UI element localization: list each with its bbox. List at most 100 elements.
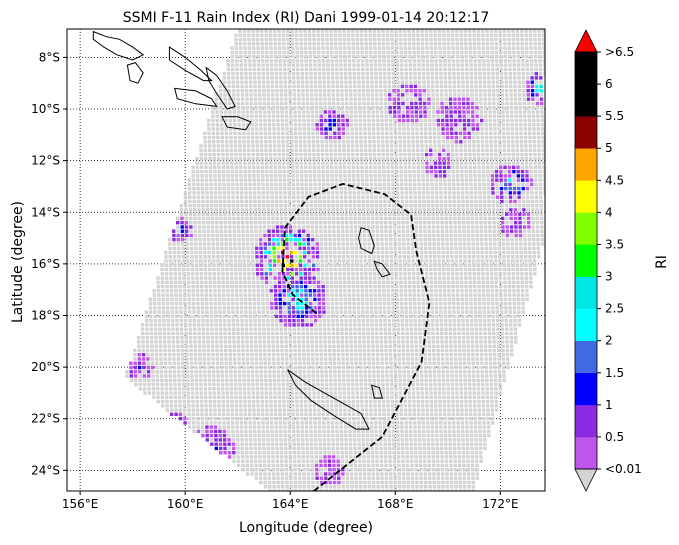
swath-pixel <box>456 425 460 429</box>
swath-pixel <box>199 276 204 280</box>
swath-pixel <box>300 293 304 297</box>
swath-pixel <box>444 442 448 446</box>
swath-pixel <box>354 485 359 489</box>
swath-pixel <box>279 446 283 451</box>
swath-pixel <box>215 221 219 225</box>
swath-pixel <box>391 429 396 434</box>
swath-pixel <box>214 331 219 336</box>
swath-pixel <box>382 297 386 302</box>
swath-pixel <box>245 225 249 229</box>
swath-pixel <box>469 421 473 425</box>
swath-pixel <box>315 357 319 361</box>
swath-pixel <box>306 353 310 357</box>
swath-pixel <box>512 293 516 297</box>
swath-pixel <box>282 408 286 412</box>
swath-pixel <box>301 336 305 340</box>
swath-pixel <box>254 459 258 463</box>
swath-pixel <box>362 225 366 229</box>
swath-pixel <box>503 289 507 293</box>
swath-pixel <box>205 301 209 306</box>
swath-pixel <box>503 297 508 302</box>
swath-pixel <box>325 395 329 399</box>
swath-pixel <box>422 442 426 446</box>
swath-pixel <box>374 306 378 310</box>
swath-pixel <box>406 365 411 370</box>
swath-pixel <box>486 297 490 302</box>
swath-pixel <box>272 485 276 489</box>
swath-pixel <box>371 463 375 468</box>
swath-pixel <box>440 229 445 233</box>
swath-pixel <box>288 451 292 455</box>
swath-pixel <box>263 255 268 259</box>
swath-pixel <box>434 408 438 412</box>
swath-pixel <box>376 480 380 485</box>
swath-pixel <box>254 472 258 476</box>
swath-pixel <box>440 344 444 348</box>
swath-pixel <box>300 319 305 323</box>
swath-pixel <box>307 272 312 276</box>
swath-pixel <box>498 272 502 276</box>
swath-pixel <box>359 382 363 387</box>
swath-pixel <box>283 433 287 438</box>
swath-pixel <box>319 348 323 353</box>
swath-pixel <box>370 310 374 314</box>
swath-pixel <box>336 455 340 459</box>
swath-pixel <box>191 412 196 416</box>
swath-pixel <box>322 438 327 442</box>
swath-pixel <box>376 357 380 361</box>
swath-pixel <box>418 336 422 340</box>
swath-pixel <box>408 421 413 425</box>
swath-pixel <box>479 344 483 348</box>
swath-pixel <box>445 472 449 476</box>
swath-pixel <box>158 336 162 340</box>
swath-pixel <box>346 263 350 267</box>
swath-pixel <box>178 284 182 289</box>
swath-pixel <box>219 348 224 353</box>
swath-pixel <box>159 348 163 353</box>
swath-pixel <box>237 229 241 233</box>
swath-pixel <box>176 238 180 242</box>
swath-pixel <box>354 476 358 480</box>
swath-pixel <box>411 259 415 263</box>
swath-pixel <box>182 408 187 412</box>
swath-pixel <box>211 361 215 365</box>
swath-pixel <box>217 408 221 412</box>
swath-pixel <box>458 489 463 491</box>
swath-pixel <box>384 340 388 344</box>
swath-pixel <box>340 225 345 229</box>
swath-pixel <box>472 382 476 387</box>
swath-pixel <box>401 229 406 233</box>
swath-pixel <box>416 395 420 399</box>
swath-pixel <box>407 374 411 378</box>
swath-pixel <box>349 463 353 468</box>
swath-pixel <box>389 485 393 489</box>
swath-pixel <box>513 327 517 331</box>
swath-pixel <box>446 399 451 404</box>
swath-pixel <box>347 297 352 302</box>
swath-pixel <box>377 399 381 404</box>
swath-pixel <box>194 378 199 382</box>
swath-pixel <box>294 370 298 374</box>
swath-pixel <box>430 310 434 314</box>
swath-pixel <box>523 233 527 238</box>
swath-pixel <box>231 314 235 319</box>
swath-pixel <box>363 246 367 250</box>
swath-pixel <box>401 472 406 476</box>
swath-pixel <box>536 250 541 255</box>
swath-pixel <box>246 378 251 382</box>
swath-pixel <box>269 395 273 399</box>
swath-pixel <box>332 229 336 233</box>
swath-pixel <box>186 399 191 404</box>
swath-pixel <box>276 370 281 374</box>
swath-pixel <box>312 284 317 289</box>
swath-pixel <box>454 365 458 370</box>
swath-pixel <box>479 455 483 459</box>
swath-pixel <box>338 289 343 293</box>
swath-pixel <box>486 425 491 429</box>
swath-pixel <box>410 344 414 348</box>
swath-pixel <box>374 421 378 425</box>
swath-pixel <box>376 378 381 382</box>
swath-pixel <box>381 259 385 263</box>
swath-pixel <box>443 306 447 310</box>
swath-pixel <box>137 353 141 357</box>
